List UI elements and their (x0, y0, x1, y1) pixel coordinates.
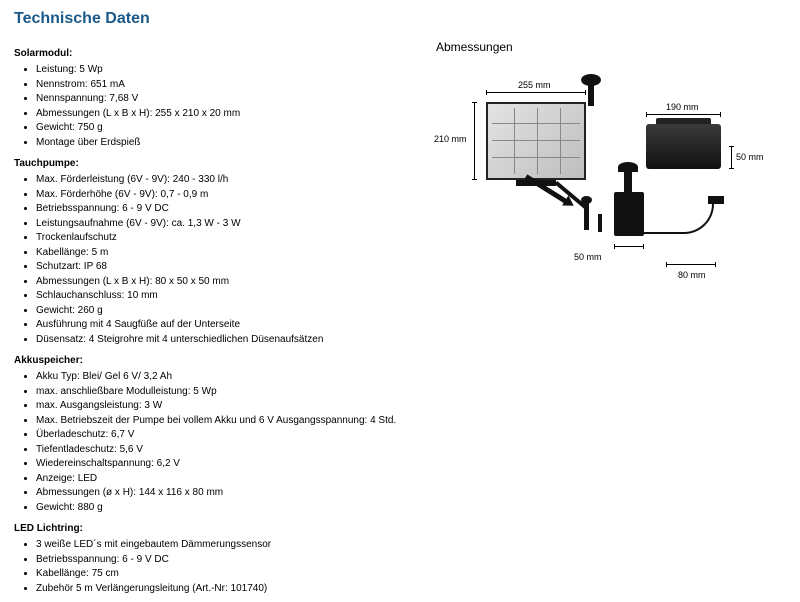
section-heading-solarmodul: Solarmodul: (14, 48, 404, 59)
spec-item: Gewicht: 260 g (36, 304, 404, 319)
spec-item: Abmessungen (ø x H): 144 x 116 x 80 mm (36, 486, 404, 501)
dim-label-pump-width: 50 mm (574, 252, 602, 262)
spec-item: Ausführung mit 4 Saugfüße auf der Unters… (36, 318, 404, 333)
dim-label-battery-side: 50 mm (736, 152, 764, 162)
dim-line (486, 92, 586, 93)
spec-item: Akku Typ: Blei/ Gel 6 V/ 3,2 Ah (36, 370, 404, 385)
spec-item: Leistungsaufnahme (6V - 9V): ca. 1,3 W -… (36, 217, 404, 232)
dim-label-battery-width: 190 mm (666, 102, 699, 112)
pump-shape (614, 192, 644, 236)
spec-item: Abmessungen (L x B x H): 80 x 50 x 50 mm (36, 275, 404, 290)
spec-item: Montage über Erdspieß (36, 136, 404, 151)
spec-item: Schutzart: IP 68 (36, 260, 404, 275)
dim-line (474, 102, 475, 180)
dimensions-diagram: 255 mm 210 mm 190 mm 50 mm 50 mm 80 mm (456, 74, 756, 294)
section-heading-tauchpumpe: Tauchpumpe: (14, 158, 404, 169)
dim-line (731, 146, 732, 169)
spec-item: Nennspannung: 7,68 V (36, 92, 404, 107)
spec-item: Überladeschutz: 6,7 V (36, 428, 404, 443)
plug-shape (708, 196, 724, 204)
section-heading-akkuspeicher: Akkuspeicher: (14, 355, 404, 366)
dim-label-panel-width: 255 mm (518, 80, 551, 90)
spec-item: Tiefentladeschutz: 5,6 V (36, 443, 404, 458)
dim-label-panel-height: 210 mm (434, 134, 467, 144)
spec-item: max. anschließbare Modulleistung: 5 Wp (36, 385, 404, 400)
spec-item: Anzeige: LED (36, 472, 404, 487)
specs-column: Solarmodul: Leistung: 5 Wp Nennstrom: 65… (14, 40, 404, 602)
fountain-head-shape (588, 84, 594, 106)
dim-line (646, 114, 721, 115)
spec-list-led: 3 weiße LED´s mit eingebautem Dämmerungs… (14, 538, 404, 596)
battery-shape (646, 124, 721, 169)
spec-item: 3 weiße LED´s mit eingebautem Dämmerungs… (36, 538, 404, 553)
dimensions-column: Abmessungen 255 mm 210 mm 190 mm 50 mm 5… (426, 40, 786, 294)
cable-shape (644, 204, 714, 234)
dim-line (614, 246, 644, 247)
spec-list-solarmodul: Leistung: 5 Wp Nennstrom: 651 mA Nennspa… (14, 63, 404, 150)
spec-item: Kabellänge: 75 cm (36, 567, 404, 582)
spec-item: Schlauchanschluss: 10 mm (36, 289, 404, 304)
solar-panel-shape (486, 102, 586, 180)
spec-item: max. Ausgangsleistung: 3 W (36, 399, 404, 414)
spec-item: Max. Betriebszeit der Pumpe bei vollem A… (36, 414, 404, 429)
spec-item: Gewicht: 750 g (36, 121, 404, 136)
spec-item: Abmessungen (L x B x H): 255 x 210 x 20 … (36, 107, 404, 122)
spec-item: Max. Förderhöhe (6V - 9V): 0,7 - 0,9 m (36, 188, 404, 203)
spec-list-akkuspeicher: Akku Typ: Blei/ Gel 6 V/ 3,2 Ah max. ans… (14, 370, 404, 515)
page-title: Technische Daten (14, 10, 786, 28)
spec-item: Trockenlaufschutz (36, 231, 404, 246)
spec-item: Düsensatz: 4 Steigrohre mit 4 unterschie… (36, 333, 404, 348)
spec-item: Zubehör 5 m Verlängerungsleitung (Art.-N… (36, 582, 404, 597)
spec-item: Betriebsspannung: 6 - 9 V DC (36, 202, 404, 217)
spec-item: Betriebsspannung: 6 - 9 V DC (36, 553, 404, 568)
spec-item: Gewicht: 880 g (36, 501, 404, 516)
spec-list-tauchpumpe: Max. Förderleistung (6V - 9V): 240 - 330… (14, 173, 404, 347)
spec-item: Max. Förderleistung (6V - 9V): 240 - 330… (36, 173, 404, 188)
nozzle-shape (598, 214, 602, 232)
section-heading-led: LED Lichtring: (14, 523, 404, 534)
spec-item: Kabellänge: 5 m (36, 246, 404, 261)
dimensions-heading: Abmessungen (436, 40, 786, 54)
spec-item: Nennstrom: 651 mA (36, 78, 404, 93)
dim-line (666, 264, 716, 265)
spec-item: Leistung: 5 Wp (36, 63, 404, 78)
dim-label-pump-side: 80 mm (678, 270, 706, 280)
nozzle-shape (584, 202, 589, 230)
spec-item: Wiedereinschaltspannung: 6,2 V (36, 457, 404, 472)
